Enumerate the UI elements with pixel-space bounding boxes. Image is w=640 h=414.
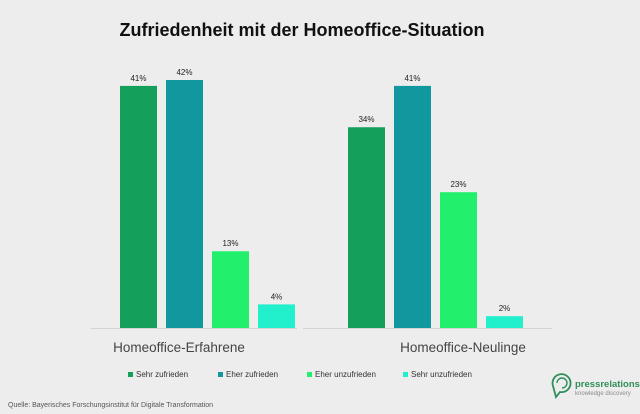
legend-item: Eher zufrieden	[218, 370, 278, 379]
bar	[120, 85, 157, 329]
legend-item: Eher unzufrieden	[307, 370, 376, 379]
bar-value-label: 4%	[271, 292, 283, 301]
logo-name: pressrelations	[575, 379, 640, 390]
source-note: Quelle: Bayerisches Forschungsinstitut f…	[8, 402, 213, 409]
legend-label: Sehr unzufrieden	[411, 370, 472, 379]
legend-label: Eher unzufrieden	[315, 370, 376, 379]
legend-swatch	[307, 372, 312, 377]
legend: Sehr zufrieden Eher zufrieden Eher unzufri…	[128, 370, 472, 379]
chart-title: Zufriedenheit mit der Homeoffice-Situati…	[119, 20, 484, 40]
bar	[166, 80, 203, 328]
legend-swatch	[128, 372, 133, 377]
logo-tagline: knowledge discovery	[575, 391, 631, 397]
bar-value-label: 41%	[404, 74, 420, 83]
bar-value-label: 23%	[450, 180, 466, 189]
legend-item: Sehr zufrieden	[128, 370, 188, 379]
legend-swatch	[403, 372, 408, 377]
legend-item: Sehr unzufrieden	[403, 370, 472, 379]
legend-label: Eher zufrieden	[226, 370, 278, 379]
category-label: Homeoffice-Erfahrene	[113, 340, 245, 355]
legend-label: Sehr zufrieden	[136, 370, 188, 379]
bar	[394, 85, 431, 329]
bar	[486, 316, 523, 328]
bar-value-label: 13%	[222, 239, 238, 248]
legend-swatch	[218, 372, 223, 377]
bars-layer: 41% 42% 13% 4% Homeoffice-Erfahrene 34% 41% 23%…	[91, 68, 552, 355]
bar	[440, 192, 477, 328]
bar-value-label: 34%	[358, 115, 374, 124]
bar	[258, 304, 295, 328]
bar	[212, 251, 249, 328]
bar	[348, 127, 385, 328]
speech-bubble-icon	[551, 373, 572, 399]
bar-value-label: 2%	[499, 304, 511, 313]
pressrelations-logo: pressrelations knowledge discovery	[551, 373, 640, 399]
bar-value-label: 41%	[130, 74, 146, 83]
bar-value-label: 42%	[176, 68, 192, 77]
category-label: Homeoffice-Neulinge	[400, 340, 526, 355]
